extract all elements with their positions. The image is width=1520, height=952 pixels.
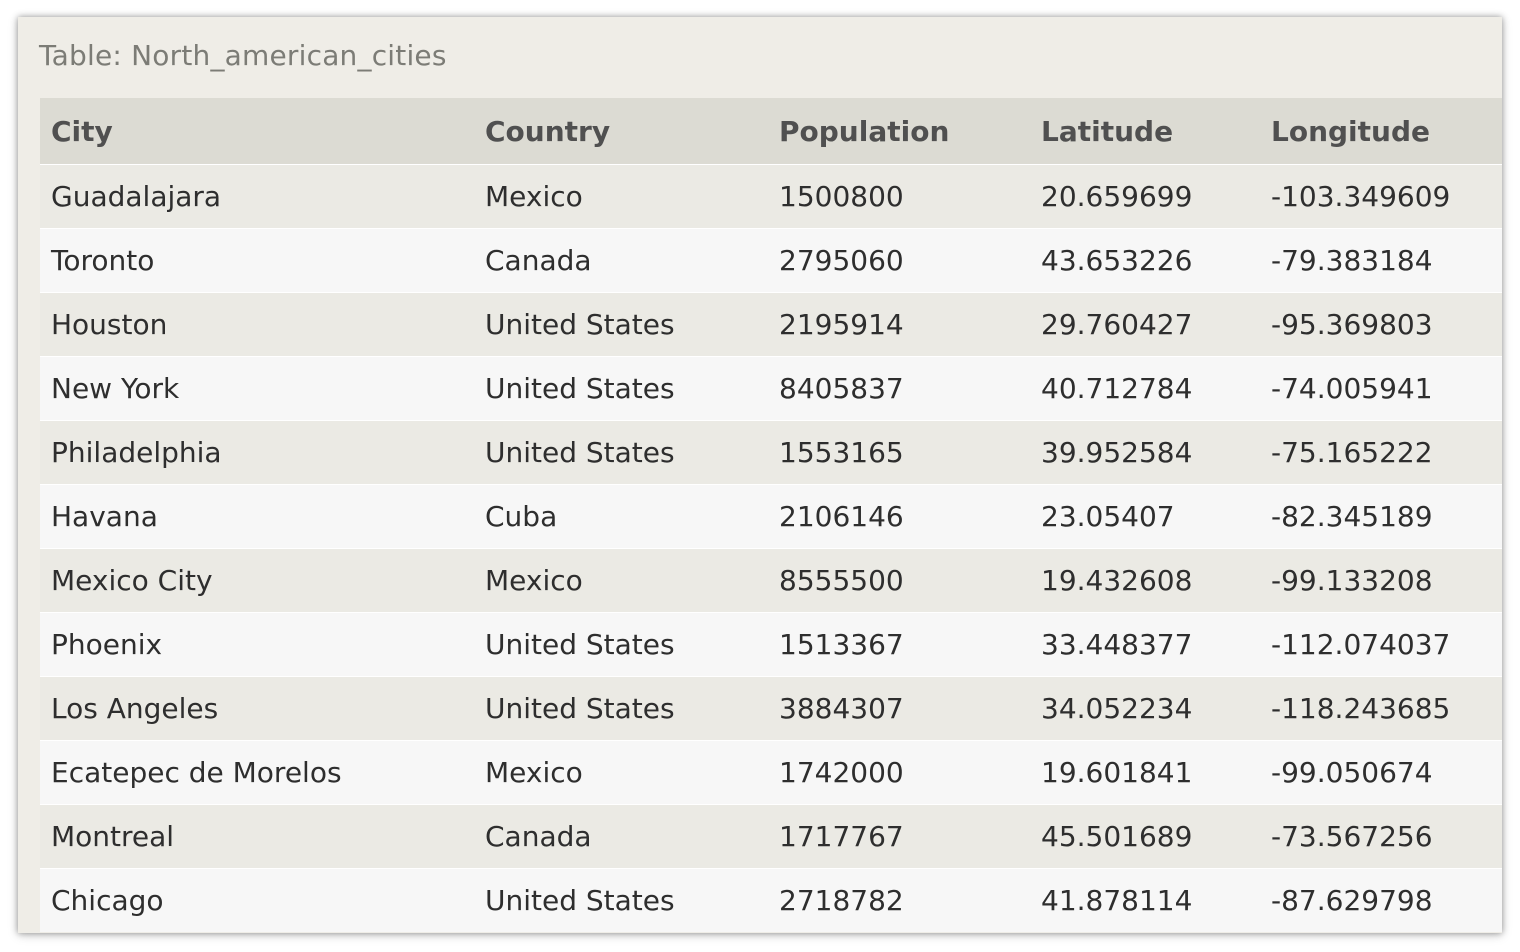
- table-body: Guadalajara Mexico 1500800 20.659699 -103.34…: [40, 164, 1502, 932]
- cell-longitude: -99.050674: [1260, 740, 1502, 805]
- table-row[interactable]: Chicago United States 2718782 41.878114 -87.…: [40, 868, 1502, 932]
- table-row[interactable]: Toronto Canada 2795060 43.653226 -79.383184: [40, 228, 1502, 293]
- cell-population: 1553165: [768, 420, 1030, 485]
- cell-city: Mexico City: [40, 548, 474, 613]
- cell-latitude: 19.432608: [1030, 548, 1260, 613]
- cell-city: Ecatepec de Morelos: [40, 740, 474, 805]
- cities-table: City Country Population Latitude Longitu…: [40, 98, 1502, 932]
- table-row[interactable]: Los Angeles United States 3884307 34.052234…: [40, 676, 1502, 741]
- table-row[interactable]: Phoenix United States 1513367 33.448377 -112…: [40, 612, 1502, 677]
- cell-longitude: -118.243685: [1260, 676, 1502, 741]
- cell-city: Los Angeles: [40, 676, 474, 741]
- cell-city: Phoenix: [40, 612, 474, 677]
- cell-latitude: 45.501689: [1030, 804, 1260, 869]
- cell-latitude: 29.760427: [1030, 292, 1260, 357]
- cell-country: United States: [474, 420, 768, 485]
- cell-country: Cuba: [474, 484, 768, 549]
- cell-population: 1742000: [768, 740, 1030, 805]
- cell-country: Mexico: [474, 548, 768, 613]
- cell-city: Havana: [40, 484, 474, 549]
- cell-population: 3884307: [768, 676, 1030, 741]
- cell-city: Houston: [40, 292, 474, 357]
- cell-longitude: -82.345189: [1260, 484, 1502, 549]
- cell-city: Toronto: [40, 228, 474, 293]
- cell-country: Canada: [474, 228, 768, 293]
- table-row[interactable]: Philadelphia United States 1553165 39.95258…: [40, 420, 1502, 485]
- cell-population: 2195914: [768, 292, 1030, 357]
- cell-city: New York: [40, 356, 474, 421]
- table-window: Table: North_american_cities City Countr…: [18, 17, 1502, 933]
- cell-population: 2106146: [768, 484, 1030, 549]
- cell-longitude: -95.369803: [1260, 292, 1502, 357]
- cell-latitude: 33.448377: [1030, 612, 1260, 677]
- cell-country: United States: [474, 676, 768, 741]
- cell-population: 8555500: [768, 548, 1030, 613]
- cell-latitude: 41.878114: [1030, 868, 1260, 932]
- cell-population: 2795060: [768, 228, 1030, 293]
- cell-latitude: 43.653226: [1030, 228, 1260, 293]
- column-header-country[interactable]: Country: [474, 98, 768, 165]
- cell-city: Chicago: [40, 868, 474, 932]
- cell-population: 1513367: [768, 612, 1030, 677]
- cell-longitude: -73.567256: [1260, 804, 1502, 869]
- column-header-longitude[interactable]: Longitude: [1260, 98, 1502, 165]
- cell-country: Mexico: [474, 740, 768, 805]
- table-row[interactable]: Mexico City Mexico 8555500 19.432608 -99.133…: [40, 548, 1502, 613]
- cell-latitude: 40.712784: [1030, 356, 1260, 421]
- cell-latitude: 19.601841: [1030, 740, 1260, 805]
- cell-longitude: -99.133208: [1260, 548, 1502, 613]
- cell-longitude: -103.349609: [1260, 164, 1502, 229]
- table-row[interactable]: Houston United States 2195914 29.760427 -95.…: [40, 292, 1502, 357]
- cell-population: 8405837: [768, 356, 1030, 421]
- cell-latitude: 23.05407: [1030, 484, 1260, 549]
- table-row[interactable]: Ecatepec de Morelos Mexico 1742000 19.60184…: [40, 740, 1502, 805]
- table-row[interactable]: Havana Cuba 2106146 23.05407 -82.345189: [40, 484, 1502, 549]
- column-header-population[interactable]: Population: [768, 98, 1030, 165]
- cell-country: United States: [474, 292, 768, 357]
- cell-country: United States: [474, 612, 768, 677]
- table-row[interactable]: New York United States 8405837 40.712784 -74…: [40, 356, 1502, 421]
- column-header-latitude[interactable]: Latitude: [1030, 98, 1260, 165]
- header-row: City Country Population Latitude Longitu…: [40, 98, 1502, 165]
- cell-country: United States: [474, 868, 768, 932]
- cell-population: 1717767: [768, 804, 1030, 869]
- table-row[interactable]: Montreal Canada 1717767 45.501689 -73.567256: [40, 804, 1502, 869]
- cell-longitude: -79.383184: [1260, 228, 1502, 293]
- table-row[interactable]: Guadalajara Mexico 1500800 20.659699 -103.34…: [40, 164, 1502, 229]
- cell-country: Canada: [474, 804, 768, 869]
- cell-longitude: -87.629798: [1260, 868, 1502, 932]
- cell-latitude: 39.952584: [1030, 420, 1260, 485]
- table-caption: Table: North_american_cities: [39, 39, 447, 72]
- cell-country: Mexico: [474, 164, 768, 229]
- cell-population: 2718782: [768, 868, 1030, 932]
- cell-longitude: -112.074037: [1260, 612, 1502, 677]
- cell-longitude: -74.005941: [1260, 356, 1502, 421]
- cell-longitude: -75.165222: [1260, 420, 1502, 485]
- cell-latitude: 20.659699: [1030, 164, 1260, 229]
- cell-population: 1500800: [768, 164, 1030, 229]
- cell-city: Guadalajara: [40, 164, 474, 229]
- cell-city: Philadelphia: [40, 420, 474, 485]
- cell-country: United States: [474, 356, 768, 421]
- cell-city: Montreal: [40, 804, 474, 869]
- cell-latitude: 34.052234: [1030, 676, 1260, 741]
- column-header-city[interactable]: City: [40, 98, 474, 165]
